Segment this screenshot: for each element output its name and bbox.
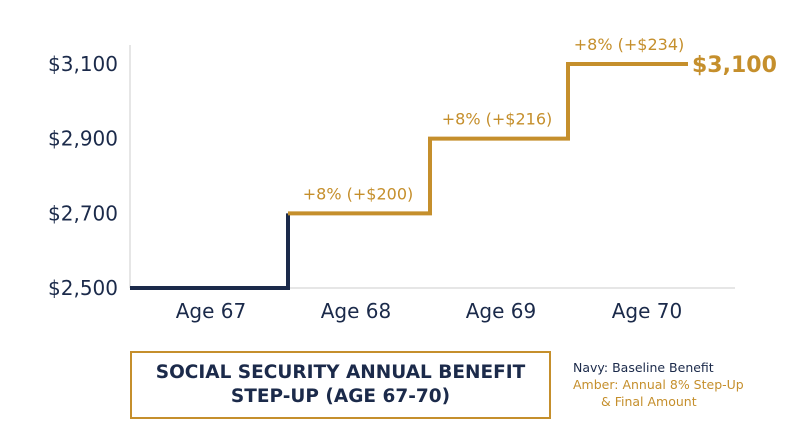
chart-axes bbox=[129, 45, 735, 289]
legend: Navy: Baseline Benefit Amber: Annual 8% … bbox=[573, 359, 744, 410]
y-tick-label: $2,900 bbox=[48, 127, 118, 151]
y-tick-label: $2,700 bbox=[48, 201, 118, 225]
series-lines bbox=[130, 62, 688, 290]
x-tick-label: Age 67 bbox=[176, 299, 247, 323]
annotations: +8% (+$200) +8% (+$216) +8% (+$234) $3,100 bbox=[303, 35, 777, 203]
legend-navy: Navy: Baseline Benefit bbox=[573, 360, 714, 375]
x-axis-ticks: Age 67 Age 68 Age 69 Age 70 bbox=[176, 299, 683, 323]
x-tick-label: Age 68 bbox=[321, 299, 392, 323]
chart-title-line2: STEP-UP (AGE 67-70) bbox=[230, 386, 451, 407]
x-tick-label: Age 70 bbox=[612, 299, 683, 323]
step-chart: $2,500$2,700$2,900$3,100 Age 67 Age 68 Age… bbox=[48, 35, 777, 323]
x-tick-label: Age 69 bbox=[466, 299, 537, 323]
step-annotation: +8% (+$200) bbox=[303, 184, 413, 203]
legend-amber-cont: & Final Amount bbox=[601, 394, 697, 409]
series-baseline-line bbox=[130, 213, 290, 290]
step-annotation: +8% (+$234) bbox=[574, 35, 684, 54]
chart-title-box: SOCIAL SECURITY ANNUAL BENEFIT STEP-UP (… bbox=[130, 351, 551, 419]
legend-amber: Amber: Annual 8% Step-Up bbox=[573, 377, 744, 392]
y-tick-label: $3,100 bbox=[48, 52, 118, 76]
series-stepup-line bbox=[288, 62, 688, 216]
y-tick-label: $2,500 bbox=[48, 276, 118, 300]
y-axis-ticks: $2,500 $2,700 $2,900 $3,100 bbox=[48, 52, 118, 300]
final-amount-label: $3,100 bbox=[692, 53, 777, 78]
chart-title-line1: SOCIAL SECURITY ANNUAL BENEFIT bbox=[155, 362, 526, 383]
step-annotation: +8% (+$216) bbox=[442, 110, 552, 129]
